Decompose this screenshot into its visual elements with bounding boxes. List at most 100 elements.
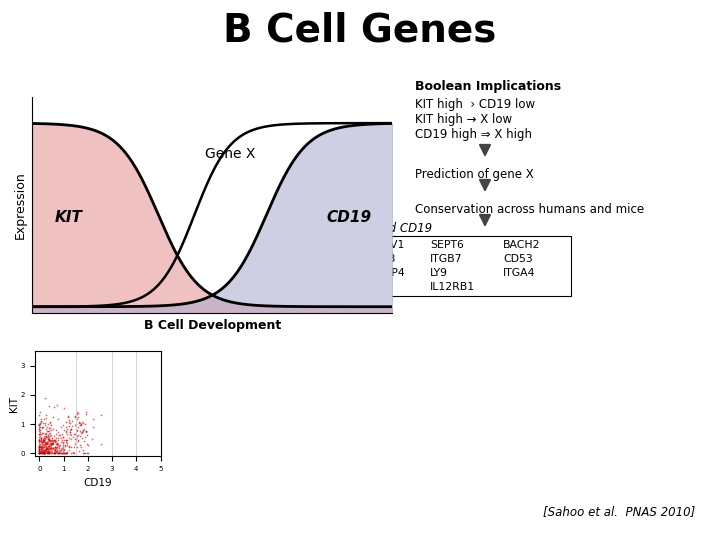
Point bbox=[40, 432, 51, 441]
Point bbox=[37, 447, 48, 455]
Point bbox=[53, 430, 65, 439]
Point bbox=[79, 420, 91, 429]
Point bbox=[37, 447, 49, 455]
Point bbox=[44, 443, 55, 452]
Point bbox=[37, 447, 48, 456]
Point bbox=[55, 445, 67, 454]
Point bbox=[45, 448, 56, 456]
Point bbox=[35, 445, 47, 454]
Point bbox=[52, 449, 63, 457]
Point bbox=[35, 443, 47, 451]
Point bbox=[45, 443, 56, 451]
Text: KIT high  › CD19 low: KIT high › CD19 low bbox=[415, 98, 535, 111]
Point bbox=[38, 449, 50, 458]
Point bbox=[52, 427, 63, 436]
Point bbox=[73, 423, 84, 431]
Point bbox=[95, 411, 107, 420]
Point bbox=[34, 447, 45, 455]
Point bbox=[49, 442, 60, 451]
Point bbox=[48, 440, 59, 448]
FancyBboxPatch shape bbox=[196, 236, 571, 296]
Point bbox=[65, 424, 76, 433]
Point bbox=[61, 441, 73, 449]
Point bbox=[44, 441, 55, 450]
Point bbox=[42, 449, 54, 457]
Point bbox=[63, 416, 74, 425]
Point bbox=[37, 442, 49, 451]
Point bbox=[35, 428, 46, 436]
Point bbox=[35, 434, 47, 443]
Point bbox=[40, 448, 51, 456]
Point bbox=[45, 444, 56, 453]
Point bbox=[46, 449, 58, 458]
Point bbox=[77, 446, 89, 455]
Text: ARHGAP4: ARHGAP4 bbox=[353, 268, 406, 278]
Point bbox=[74, 421, 86, 430]
Point bbox=[51, 439, 63, 448]
Point bbox=[52, 449, 63, 458]
Point bbox=[74, 432, 86, 441]
Point bbox=[39, 440, 50, 448]
Point bbox=[59, 442, 71, 451]
Point bbox=[34, 439, 45, 448]
Point bbox=[39, 449, 50, 458]
Point bbox=[35, 436, 47, 445]
Point bbox=[73, 447, 85, 456]
Point bbox=[69, 440, 81, 448]
Point bbox=[34, 447, 45, 455]
Point bbox=[54, 430, 66, 439]
Point bbox=[37, 435, 49, 443]
Point bbox=[53, 443, 65, 452]
Point bbox=[34, 449, 45, 458]
Point bbox=[40, 425, 52, 434]
Point bbox=[72, 437, 84, 445]
Point bbox=[43, 427, 55, 435]
Point bbox=[43, 440, 55, 448]
Point bbox=[79, 449, 91, 458]
Point bbox=[71, 415, 83, 424]
Point bbox=[40, 443, 51, 451]
Point bbox=[44, 435, 55, 444]
Point bbox=[35, 437, 46, 445]
Point bbox=[49, 443, 60, 451]
Point bbox=[81, 448, 92, 457]
Point bbox=[65, 428, 76, 436]
Point bbox=[63, 422, 75, 430]
Point bbox=[35, 418, 47, 427]
Point bbox=[39, 432, 50, 441]
Point bbox=[35, 429, 46, 438]
Point bbox=[46, 438, 58, 447]
Point bbox=[41, 427, 53, 435]
Point bbox=[46, 435, 58, 444]
Point bbox=[42, 432, 54, 441]
Point bbox=[80, 409, 91, 418]
Point bbox=[48, 431, 59, 440]
Point bbox=[37, 444, 49, 453]
Point bbox=[53, 442, 65, 450]
Point bbox=[81, 408, 92, 417]
Point bbox=[45, 444, 56, 453]
Point bbox=[42, 427, 53, 436]
Point bbox=[40, 410, 52, 419]
Point bbox=[68, 433, 79, 441]
Point bbox=[77, 427, 89, 435]
Point bbox=[34, 448, 45, 457]
Point bbox=[34, 449, 45, 458]
Text: Boolean Implications: Boolean Implications bbox=[415, 80, 561, 93]
Point bbox=[76, 428, 88, 436]
Point bbox=[35, 438, 47, 447]
Point bbox=[37, 436, 49, 444]
Point bbox=[43, 447, 55, 455]
Point bbox=[42, 437, 53, 446]
Point bbox=[49, 446, 60, 455]
Point bbox=[48, 443, 59, 452]
Point bbox=[72, 426, 84, 435]
Point bbox=[81, 439, 93, 448]
Point bbox=[45, 437, 56, 445]
Point bbox=[46, 434, 58, 442]
Point bbox=[70, 420, 81, 428]
Point bbox=[66, 443, 77, 451]
Text: ITGB7: ITGB7 bbox=[430, 254, 462, 264]
Point bbox=[75, 429, 86, 437]
Point bbox=[42, 449, 53, 458]
